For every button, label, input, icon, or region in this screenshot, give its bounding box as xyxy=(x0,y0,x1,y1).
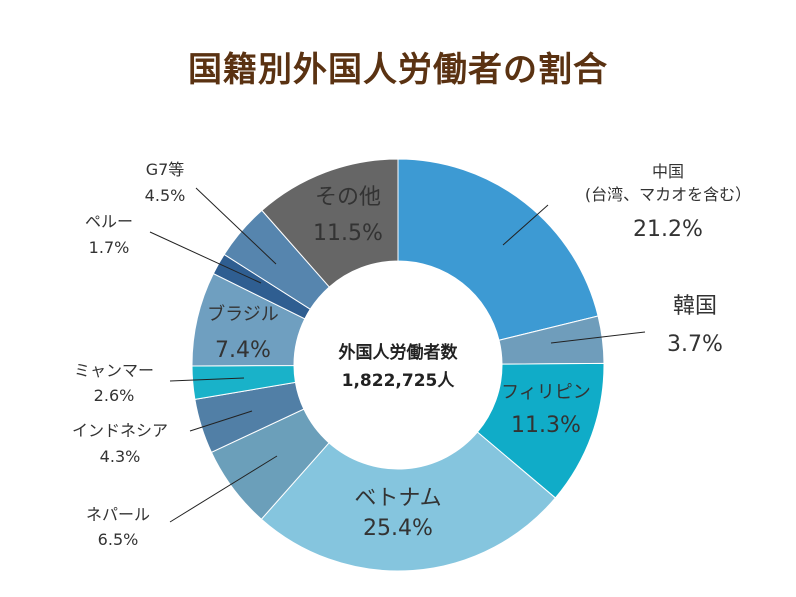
slice-value-label: 6.5% xyxy=(98,530,139,549)
slice-value-label: 25.4% xyxy=(363,516,433,541)
leader-line xyxy=(502,204,549,246)
slice-value-label: 11.3% xyxy=(511,413,581,438)
slice-3 xyxy=(260,431,557,572)
slice-name-label: (台湾、マカオを含む） xyxy=(585,185,751,204)
leader-line xyxy=(169,455,278,523)
slice-name-label: G7等 xyxy=(146,160,185,179)
slice-name-label: フィリピン xyxy=(501,382,591,403)
slice-name-label: ペルー xyxy=(85,212,133,231)
slice-value-label: 4.5% xyxy=(145,186,186,205)
slice-name-label: ミャンマー xyxy=(74,361,154,380)
slice-name-label: ブラジル xyxy=(207,303,279,325)
center-label: 外国人労働者数 xyxy=(339,342,459,363)
leader-line xyxy=(550,331,646,344)
slice-name-label: ネパール xyxy=(86,505,150,524)
slice-value-label: 21.2% xyxy=(633,217,703,242)
slice-10 xyxy=(261,158,399,288)
slice-value-label: 1.7% xyxy=(89,238,130,257)
slice-name-label: その他 xyxy=(315,185,381,210)
slice-value-label: 7.4% xyxy=(215,338,271,363)
slice-name-label: 韓国 xyxy=(673,294,717,319)
leader-line xyxy=(169,377,245,382)
slice-value-label: 4.3% xyxy=(100,447,141,466)
chart-title: 国籍別外国人労働者の割合 xyxy=(188,50,608,90)
leader-line xyxy=(195,187,277,265)
slice-name-label: 中国 xyxy=(652,162,684,181)
leader-line xyxy=(189,410,253,432)
center-value: 1,822,725人 xyxy=(342,371,456,391)
slice-name-label: ベトナム xyxy=(354,486,441,511)
slice-value-label: 2.6% xyxy=(94,386,135,405)
slice-value-label: 3.7% xyxy=(667,332,723,357)
slice-0 xyxy=(397,158,599,341)
slice-value-label: 11.5% xyxy=(313,221,383,246)
leader-line xyxy=(149,231,262,284)
slice-name-label: インドネシア xyxy=(72,421,168,440)
